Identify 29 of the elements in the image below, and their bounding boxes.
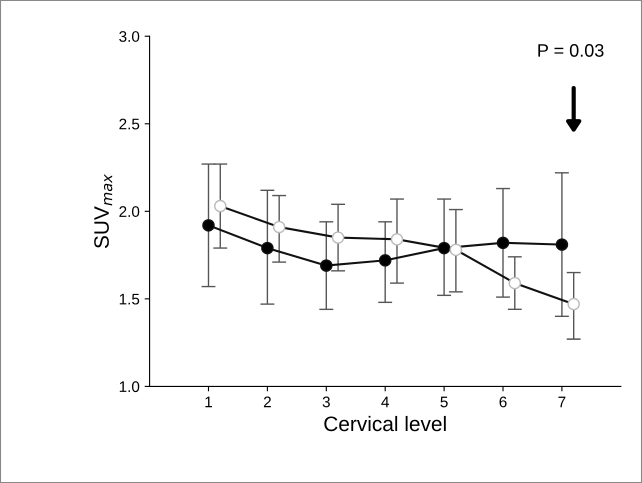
point (202, 219, 215, 232)
annotation: P = 0.03 (538, 44, 604, 57)
point (438, 242, 450, 254)
point (332, 231, 344, 244)
x-axis-title: Cervical level (324, 416, 446, 432)
point (272, 220, 286, 234)
x-tick-label: 6 (500, 396, 507, 408)
x-tick-label: 3 (322, 396, 330, 408)
point (450, 244, 462, 256)
x-tick-label: 1 (205, 396, 212, 408)
point (508, 276, 522, 290)
y-tick-label: 3.0 (119, 31, 140, 42)
point (556, 238, 568, 251)
point (261, 242, 274, 254)
point (378, 254, 392, 267)
x-tick-label: 5 (440, 396, 448, 408)
y-tick-label: 1.5 (120, 294, 140, 305)
x-tick-label: 2 (264, 396, 271, 408)
point (390, 233, 404, 246)
point (567, 298, 580, 310)
y-tick-label: 2.0 (119, 206, 140, 217)
y-tick-label: 2.5 (119, 118, 140, 130)
point (320, 259, 333, 272)
point (496, 236, 510, 250)
y-axis-title: SUV$_{max}$ (94, 174, 112, 248)
y-tick-label: 1.0 (120, 381, 140, 392)
point (214, 200, 227, 212)
x-tick-label: 7 (558, 396, 566, 408)
x-tick-label: 4 (381, 396, 389, 408)
